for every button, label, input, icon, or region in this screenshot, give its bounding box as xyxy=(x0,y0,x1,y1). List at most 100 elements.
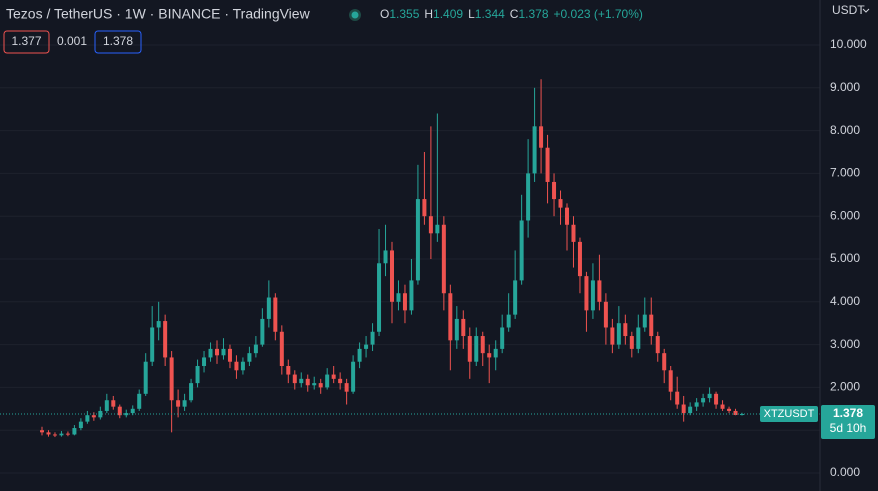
candle-body xyxy=(603,301,608,328)
candle-body xyxy=(176,400,181,407)
candle-body xyxy=(240,361,245,371)
candle-body xyxy=(331,374,336,379)
candle-body xyxy=(480,336,485,354)
candle-body xyxy=(428,216,433,234)
candle-body xyxy=(636,327,641,349)
bid-price[interactable]: 1.377 xyxy=(11,34,41,48)
candle-body xyxy=(65,433,70,435)
candle-body xyxy=(590,280,595,311)
candle-body xyxy=(72,428,77,435)
ohlc-value: 1.409 xyxy=(433,7,463,21)
candle-body xyxy=(318,383,323,388)
candle-body xyxy=(558,199,563,208)
candle-body xyxy=(195,366,200,384)
candle-body xyxy=(40,430,44,433)
candle-body xyxy=(441,224,446,294)
ohlc-readout: O1.355 H1.409 L1.344 C1.378 +0.023 (+1.70%) xyxy=(380,7,643,21)
y-tick-label: 2.000 xyxy=(830,380,860,394)
candle-body xyxy=(370,331,375,345)
candle-body xyxy=(506,314,511,328)
candle-body xyxy=(694,402,699,407)
candle-body xyxy=(169,357,174,401)
candle-body xyxy=(325,374,330,388)
candle-body xyxy=(675,391,680,405)
candle-body xyxy=(513,280,518,315)
price-tag-value: 1.378 xyxy=(833,406,863,420)
ohlc-key: H xyxy=(424,7,433,21)
candle-body xyxy=(493,348,498,358)
candle-body xyxy=(279,331,284,366)
candle-body xyxy=(137,393,142,409)
y-tick-label: 4.000 xyxy=(830,294,860,308)
candle-body xyxy=(46,432,51,435)
ask-price[interactable]: 1.378 xyxy=(103,34,133,48)
candle-body xyxy=(597,280,602,302)
candle-body xyxy=(571,224,576,242)
candle-body xyxy=(474,336,479,362)
ohlc-key: C xyxy=(510,7,519,21)
dropdown-arrow[interactable] xyxy=(862,8,870,13)
y-tick-label: 10.000 xyxy=(830,37,867,51)
candle-body xyxy=(519,220,524,281)
y-tick-label: 9.000 xyxy=(830,80,860,94)
candle-body xyxy=(720,404,725,409)
candle-body xyxy=(202,357,207,366)
candle-body xyxy=(156,321,161,328)
candle-body xyxy=(565,207,569,225)
candle-body xyxy=(552,181,557,200)
y-tick-label: 0.000 xyxy=(830,465,860,479)
price-tag-countdown: 5d 10h xyxy=(830,421,867,435)
symbol-label: XTZUSDT xyxy=(764,408,815,420)
candle-body xyxy=(299,378,304,384)
bid-box[interactable] xyxy=(3,30,50,54)
candle-body xyxy=(539,126,544,148)
candle-body xyxy=(312,383,317,386)
candle-body xyxy=(143,361,148,394)
candle-body xyxy=(234,361,239,371)
candle-body xyxy=(215,348,219,356)
candle-body xyxy=(338,378,343,384)
currency-selector[interactable]: USDT xyxy=(832,3,865,17)
candle-body xyxy=(351,361,356,392)
candle-body xyxy=(461,318,466,337)
candle-body xyxy=(623,323,628,337)
y-tick-label: 6.000 xyxy=(830,208,860,222)
candle-body xyxy=(377,263,382,332)
candle-body xyxy=(733,410,738,416)
candle-body xyxy=(655,336,660,354)
candle-body xyxy=(292,374,297,384)
ask-box[interactable] xyxy=(94,30,142,54)
candle-body xyxy=(500,327,505,349)
ohlc-value: 1.378 xyxy=(518,7,548,21)
candle-body xyxy=(59,433,64,436)
candle-body xyxy=(286,366,291,375)
candle-body xyxy=(448,293,453,341)
candle-body xyxy=(727,408,732,411)
candle-body xyxy=(91,415,96,418)
y-tick-label: 5.000 xyxy=(830,251,860,265)
candle-body xyxy=(577,241,582,277)
status-dot xyxy=(351,11,359,19)
candle-body xyxy=(616,323,621,345)
candle-body xyxy=(260,318,265,345)
y-tick-label: 3.000 xyxy=(830,337,860,351)
candle-body xyxy=(714,393,719,405)
candle-body xyxy=(111,400,116,407)
candle-body xyxy=(681,404,686,414)
candle-body xyxy=(163,321,168,358)
change: +0.023 (+1.70%) xyxy=(554,7,643,21)
candle-body xyxy=(662,353,667,371)
candle-body xyxy=(383,250,388,264)
candle-body xyxy=(182,400,187,407)
candle-body xyxy=(487,353,492,358)
candle-body xyxy=(98,410,103,418)
candle-body xyxy=(532,126,537,174)
candle-body xyxy=(221,348,226,356)
candle-body xyxy=(415,199,420,281)
candle-body xyxy=(402,293,407,311)
candle-body xyxy=(649,314,654,337)
candle-body xyxy=(390,250,394,302)
candle-body xyxy=(130,408,135,414)
candle-body xyxy=(642,314,647,328)
